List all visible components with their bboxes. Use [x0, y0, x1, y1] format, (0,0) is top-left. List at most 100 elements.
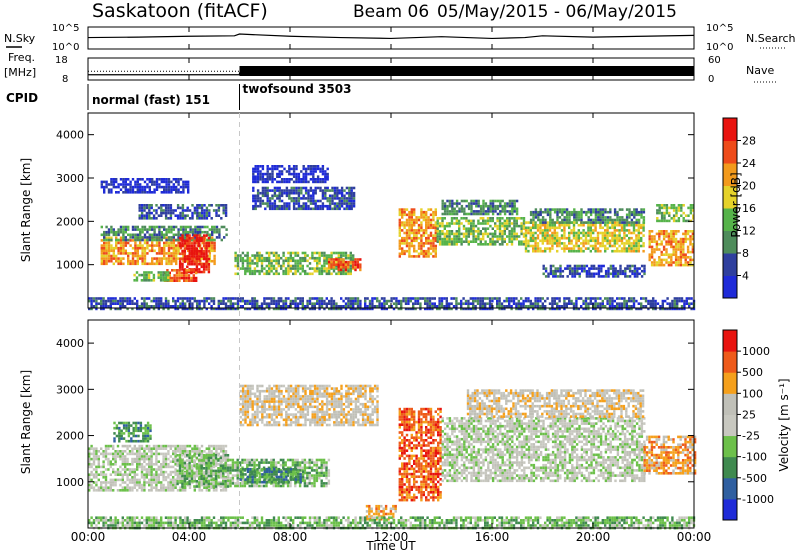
power-cells-cell	[205, 249, 208, 253]
power-cells-cell	[553, 307, 556, 311]
power-cells-cell	[366, 307, 369, 311]
power-cells-cell	[167, 238, 171, 242]
power-cells-cell	[349, 302, 352, 305]
power-cells-cell	[124, 236, 127, 239]
power-cells-cell	[674, 256, 678, 259]
vel-cells-cell	[92, 460, 96, 463]
vel-cells-cell	[88, 457, 91, 461]
power-cells-cell	[568, 223, 571, 227]
power-cells-cell	[580, 223, 583, 227]
power-cells-cell	[236, 254, 240, 257]
power-cells-cell	[616, 269, 620, 273]
vel-cells-cell	[143, 468, 146, 471]
power-cells-cell	[508, 224, 511, 228]
power-cells-cell	[140, 279, 144, 282]
power-cells-cell	[664, 307, 667, 311]
vel-cells-cell	[95, 489, 98, 492]
power-cells-cell	[252, 197, 255, 200]
power-cells-cell	[587, 305, 590, 308]
power-cells-cell	[551, 231, 554, 235]
power-cells-cell	[594, 210, 598, 214]
power-cells-cell	[198, 217, 201, 220]
power-cells-cell	[178, 276, 181, 280]
power-cells-cell	[400, 307, 403, 311]
vel-cells-cell	[124, 450, 127, 453]
power-cells-cell	[446, 237, 449, 241]
power-cells-cell	[640, 231, 643, 235]
vel-cells-cell	[140, 447, 144, 450]
power-cells-cell	[630, 242, 633, 245]
power-cells-cell	[253, 254, 257, 257]
power-cells-cell	[589, 302, 592, 305]
power-cells-cell	[508, 204, 512, 208]
power-cells-cell	[352, 254, 355, 257]
power-cells-cell	[248, 302, 252, 305]
power-cells-cell	[628, 275, 632, 278]
power-cells-cell	[158, 244, 161, 247]
power-cells-cell	[143, 305, 146, 308]
power-cells-cell	[139, 244, 142, 247]
power-cells-cell	[207, 265, 211, 269]
vel-cells-cell	[133, 470, 136, 474]
power-cells-cell	[308, 307, 312, 311]
power-cells-cell	[541, 249, 544, 253]
power-cells-cell	[568, 302, 571, 305]
colorbar-swatch	[723, 208, 737, 231]
power-cells-cell	[246, 254, 249, 257]
power-cells-cell	[405, 229, 409, 232]
power-cells-cell	[296, 302, 300, 305]
power-cells-cell	[321, 189, 325, 192]
power-cells-cell	[275, 251, 278, 255]
power-cells-cell	[287, 269, 290, 273]
power-cells-cell	[470, 207, 473, 211]
power-cells-cell	[335, 267, 338, 270]
power-cells-cell	[167, 276, 170, 279]
power-cells-cell	[328, 197, 332, 200]
power-cells-cell	[438, 224, 442, 228]
power-cells-cell	[621, 208, 624, 211]
power-cells-cell	[405, 239, 409, 243]
power-cells-cell	[570, 231, 573, 235]
power-cells-cell	[554, 267, 557, 270]
power-cells-cell	[151, 191, 154, 194]
power-cells-cell	[594, 223, 597, 227]
power-cells-cell	[141, 254, 144, 258]
power-y-label: Slant Range [km]	[19, 158, 33, 262]
power-cells-cell	[200, 255, 203, 258]
power-cells-cell	[256, 299, 259, 303]
power-cells-cell	[613, 299, 616, 303]
power-cells-cell	[385, 302, 388, 305]
power-cells-cell	[410, 221, 413, 224]
power-cells-cell	[491, 237, 494, 241]
power-cells-cell	[165, 188, 168, 191]
power-cells-cell	[352, 302, 355, 305]
power-cells-cell	[141, 228, 144, 231]
power-cells-cell	[207, 257, 211, 261]
power-cells-cell	[445, 297, 448, 300]
power-cells-cell	[679, 253, 683, 256]
power-cells-cell	[187, 262, 190, 266]
power-cells-cell	[524, 234, 528, 237]
power-cells-cell	[212, 209, 216, 212]
power-cells-cell	[299, 256, 302, 260]
power-cells-cell	[511, 204, 514, 208]
power-cells-cell	[496, 204, 500, 208]
power-cells-cell	[558, 244, 561, 248]
power-cells-cell	[659, 307, 662, 311]
power-cells-cell	[671, 302, 674, 305]
power-cells-cell	[339, 258, 343, 261]
power-cells-cell	[486, 307, 489, 311]
power-cells-cell	[328, 207, 332, 211]
power-cells-cell	[273, 189, 277, 192]
power-cells-cell	[474, 237, 478, 241]
power-cells-cell	[616, 216, 619, 219]
power-cells-cell	[482, 217, 485, 220]
power-cells-cell	[292, 207, 296, 211]
power-cells-cell	[254, 202, 257, 205]
power-cells-cell	[662, 258, 666, 262]
power-cells-cell	[157, 305, 160, 308]
power-cells-cell	[608, 307, 612, 311]
power-cells-cell	[190, 269, 193, 272]
power-cells-cell	[559, 269, 562, 273]
power-cells-cell	[182, 259, 185, 263]
